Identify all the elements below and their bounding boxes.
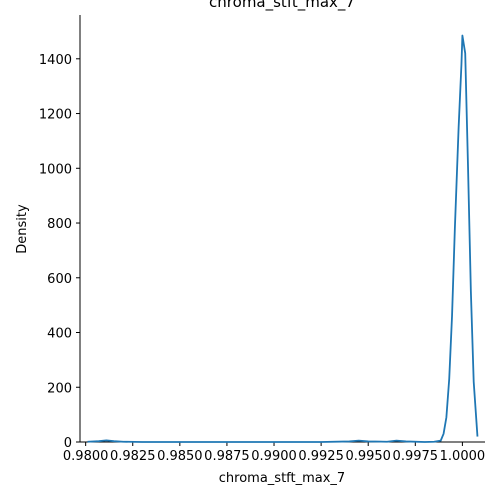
x-ticks: 0.9800 0.9825 0.9850 0.9875 0.9900 0.9925 0.99…	[63, 442, 485, 464]
plot-area: 0.9800 0.9825 0.9850 0.9875 0.9900 0.9925 0.99…	[39, 15, 485, 464]
y-tick-label: 400	[47, 327, 72, 342]
y-tick-label: 0	[64, 436, 72, 451]
x-tick-label: 0.9975	[393, 449, 439, 464]
x-tick-label: 0.9900	[251, 449, 297, 464]
x-tick-label: 0.9925	[298, 449, 344, 464]
chart-title: chroma_stft_max_7	[209, 0, 355, 12]
y-tick-label: 1000	[39, 162, 72, 177]
x-tick-label: 1.0000	[440, 449, 486, 464]
x-tick-label: 0.9850	[157, 449, 203, 464]
x-tick-label: 0.9875	[204, 449, 250, 464]
x-tick-label: 0.9950	[345, 449, 391, 464]
density-curve	[87, 34, 479, 443]
x-axis-label: chroma_stft_max_7	[219, 471, 345, 486]
y-ticks: 0 200 400 600 800 1000 1200 1400	[39, 53, 80, 451]
y-tick-label: 1400	[39, 53, 72, 68]
y-tick-label: 600	[47, 272, 72, 287]
y-tick-label: 1200	[39, 108, 72, 123]
series-layer	[87, 34, 479, 443]
y-axis-label: Density	[15, 204, 30, 254]
y-tick-label: 200	[47, 381, 72, 396]
x-tick-label: 0.9800	[63, 449, 109, 464]
y-tick-label: 800	[47, 217, 72, 232]
x-tick-label: 0.9825	[110, 449, 156, 464]
